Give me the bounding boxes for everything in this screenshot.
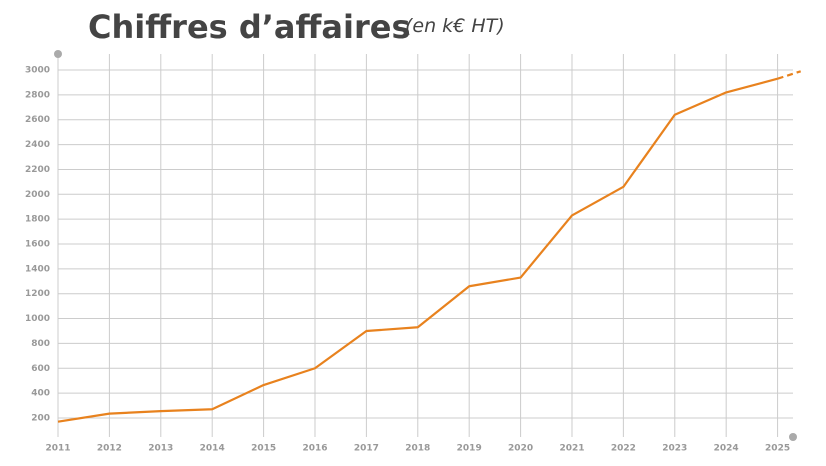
y-tick-label: 1200 xyxy=(25,289,50,299)
x-tick-label: 2018 xyxy=(405,444,430,454)
x-tick-label: 2016 xyxy=(302,444,327,454)
chart-subtitle: (en k€ HT) xyxy=(405,15,505,37)
y-tick-label: 2800 xyxy=(25,90,50,100)
axis-end xyxy=(789,433,797,441)
y-tick-label: 800 xyxy=(31,339,50,349)
data-line xyxy=(57,77,778,423)
x-tick-label: 2013 xyxy=(148,444,173,454)
y-tick-label: 2400 xyxy=(25,140,50,150)
y-tick-label: 200 xyxy=(31,413,50,423)
x-tick-label: 2021 xyxy=(559,444,584,454)
y-tick-label: 1400 xyxy=(25,264,50,274)
x-tick-label: 2012 xyxy=(97,444,122,454)
y-tick-label: 1800 xyxy=(25,215,50,225)
y-tick-label: 1000 xyxy=(25,314,50,324)
x-tick-label: 2024 xyxy=(714,444,739,454)
x-tick-label: 2019 xyxy=(457,444,482,454)
y-tick-label: 3000 xyxy=(25,66,50,76)
y-tick-label: 400 xyxy=(31,389,50,399)
data-line xyxy=(777,70,802,80)
y-tick-label: 2000 xyxy=(25,190,50,200)
x-tick-label: 2011 xyxy=(45,444,70,454)
y-tick-label: 1600 xyxy=(25,240,50,250)
x-tick-label: 2023 xyxy=(662,444,687,454)
axis-end xyxy=(54,50,62,58)
y-tick-label: 2600 xyxy=(25,115,50,125)
chart-title: Chiffres d’affaires xyxy=(88,8,411,46)
x-tick-label: 2014 xyxy=(200,444,225,454)
x-tick-label: 2015 xyxy=(251,444,276,454)
y-tick-label: 2200 xyxy=(25,165,50,175)
x-tick-label: 2017 xyxy=(354,444,379,454)
y-tick-label: 600 xyxy=(31,364,50,374)
x-tick-label: 2025 xyxy=(765,444,790,454)
x-tick-label: 2020 xyxy=(508,444,533,454)
x-tick-label: 2022 xyxy=(611,444,636,454)
grid xyxy=(57,54,793,437)
